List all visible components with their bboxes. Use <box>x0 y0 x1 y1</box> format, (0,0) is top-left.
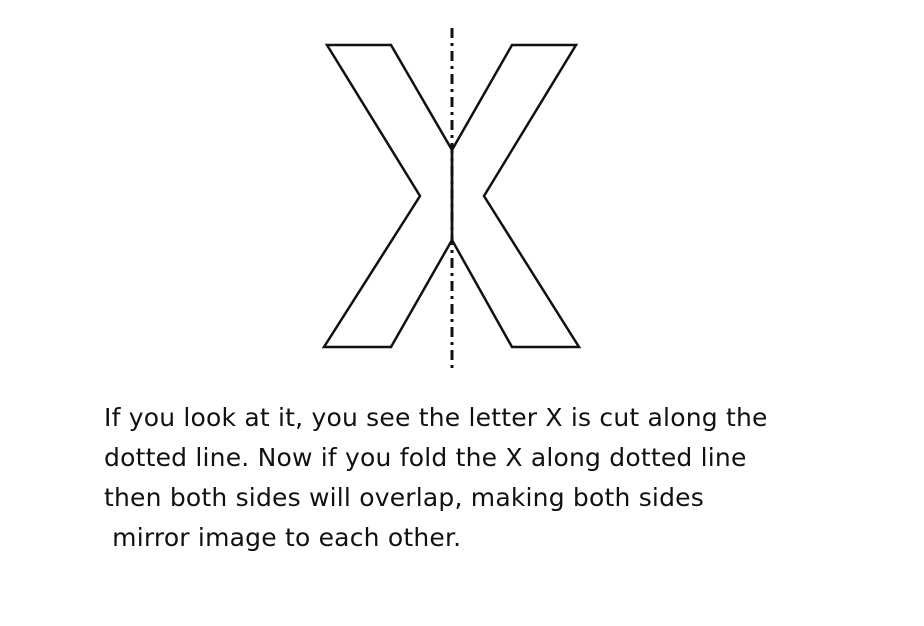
letter-x-right-outline <box>450 43 582 349</box>
letter-x-left-half <box>321 43 454 349</box>
letter-x-symmetry-diagram <box>321 28 582 368</box>
caption-line-3: then both sides will overlap, making bot… <box>104 483 704 512</box>
letter-x-left-outline <box>321 43 454 349</box>
caption-line-4: mirror image to each other. <box>104 523 462 552</box>
caption-line-1: If you look at it, you see the letter X … <box>104 403 768 432</box>
letter-x-right-half <box>450 43 582 349</box>
caption: If you look at it, you see the letter X … <box>104 398 884 558</box>
caption-line-2: dotted line. Now if you fold the X along… <box>104 443 747 472</box>
